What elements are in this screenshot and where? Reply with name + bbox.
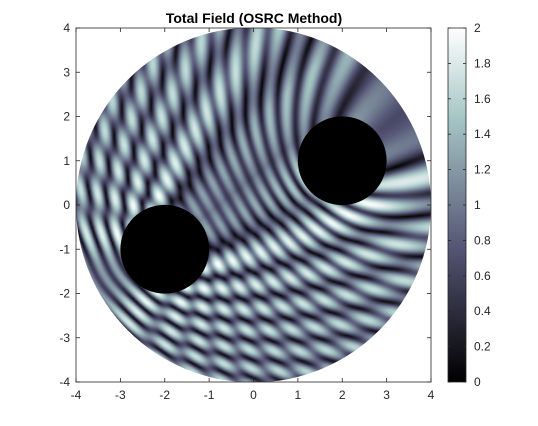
x-tick-label: 3 xyxy=(383,388,390,402)
x-tick-label: 1 xyxy=(295,388,302,402)
y-tick-label: 2 xyxy=(63,110,70,124)
y-tick-label: 0 xyxy=(63,198,70,212)
y-tick-label: -1 xyxy=(59,242,70,256)
colorbar-ticks: 0 0.2 0.4 0.6 0.8 1 1.2 1.4 1.6 1.8 2 xyxy=(448,21,491,389)
colorbar-tick-label: 1.8 xyxy=(474,56,491,70)
colorbar-tick-label: 0.8 xyxy=(474,233,491,247)
y-tick-label: -2 xyxy=(59,287,70,301)
colorbar-tick-label: 0 xyxy=(474,375,481,389)
colorbar-tick-label: 1.6 xyxy=(474,92,491,106)
field-heatmap xyxy=(76,28,431,382)
colorbar-tick-label: 0.6 xyxy=(474,269,491,283)
x-tick-label: 0 xyxy=(250,388,257,402)
y-tick-label: 1 xyxy=(63,154,70,168)
scatterer-left xyxy=(120,204,210,294)
x-tick-label: -3 xyxy=(115,388,126,402)
y-axis: -4 -3 -2 -1 0 1 2 3 4 xyxy=(59,21,431,389)
colorbar-tick-label: 0.4 xyxy=(474,304,491,318)
colorbar-tick-label: 1.2 xyxy=(474,163,491,177)
x-tick-label: 4 xyxy=(428,388,435,402)
x-tick-label: -1 xyxy=(204,388,215,402)
x-tick-label: -2 xyxy=(159,388,170,402)
chart-title: Total Field (OSRC Method) xyxy=(166,10,342,26)
y-tick-label: 3 xyxy=(63,65,70,79)
x-tick-label: 2 xyxy=(339,388,346,402)
colorbar-gradient xyxy=(448,28,466,382)
scatterer-right xyxy=(297,116,387,206)
colorbar-tick-label: 1 xyxy=(474,198,481,212)
x-axis: -4 -3 -2 -1 0 1 2 3 4 xyxy=(71,28,435,402)
x-tick-label: -4 xyxy=(71,388,82,402)
y-tick-label: 4 xyxy=(63,21,70,35)
plot-area xyxy=(75,27,432,383)
colorbar-tick-label: 2 xyxy=(474,21,481,35)
y-tick-label: -3 xyxy=(59,331,70,345)
y-tick-label: -4 xyxy=(59,375,70,389)
colorbar-tick-label: 0.2 xyxy=(474,340,491,354)
colorbar: 0 0.2 0.4 0.6 0.8 1 1.2 1.4 1.6 1.8 2 xyxy=(447,21,491,389)
colorbar-tick-label: 1.4 xyxy=(474,127,491,141)
